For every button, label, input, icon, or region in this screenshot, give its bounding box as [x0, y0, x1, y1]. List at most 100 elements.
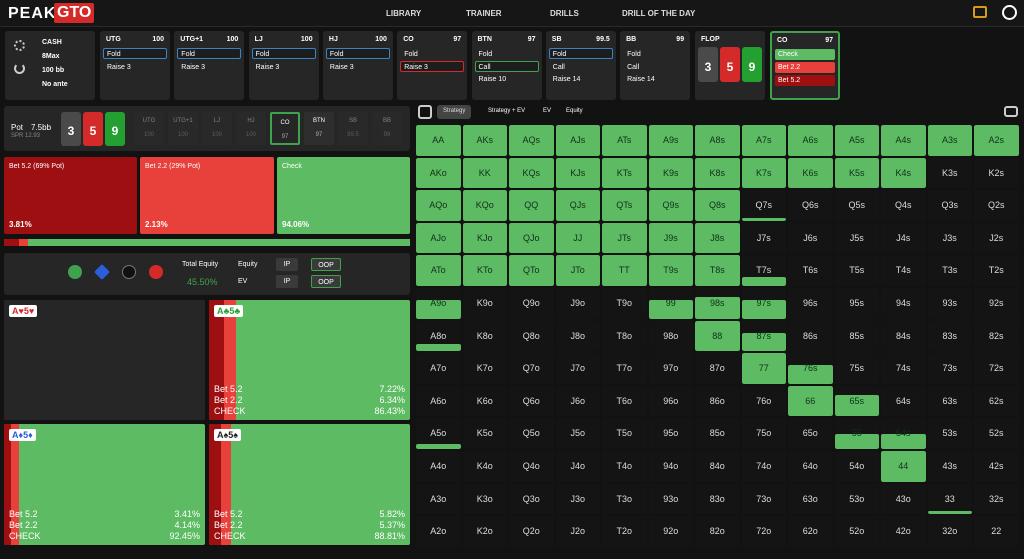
- hand-cell[interactable]: KJo: [462, 222, 507, 254]
- suit-filter[interactable]: [94, 264, 110, 280]
- hand-cell[interactable]: TT: [602, 255, 647, 286]
- hand-cell[interactable]: Q8o: [509, 320, 554, 352]
- hand-cell[interactable]: T6s: [788, 255, 833, 286]
- hand-cell[interactable]: 42s: [974, 451, 1019, 482]
- seat[interactable]: UTG+1 100: [168, 112, 198, 145]
- strategy-block[interactable]: Bet 5.2 (69% Pot) 3.81%: [4, 157, 137, 234]
- hand-cell[interactable]: QQ: [509, 190, 554, 221]
- seat[interactable]: CO 97: [270, 112, 300, 145]
- hand-cell[interactable]: AKs: [462, 125, 507, 156]
- hand-cell[interactable]: K2s: [974, 157, 1019, 189]
- hand-cell[interactable]: KQs: [509, 157, 554, 189]
- hand-cell[interactable]: A5o: [416, 418, 461, 449]
- hand-cell[interactable]: T4s: [881, 255, 926, 286]
- hand-cell[interactable]: 52o: [834, 516, 879, 547]
- hand-cell[interactable]: 32s: [974, 483, 1019, 515]
- position-box[interactable]: BTN 97 Fold Call Raise 10: [471, 31, 542, 100]
- hand-cell[interactable]: K5s: [834, 157, 879, 189]
- hand-cell[interactable]: QJo: [509, 222, 554, 254]
- hand-cell[interactable]: 88: [695, 320, 740, 352]
- hand-cell[interactable]: 73s: [927, 353, 972, 384]
- action-option[interactable]: Raise 3: [329, 63, 354, 71]
- hand-cell[interactable]: A7o: [416, 353, 461, 384]
- hand-cell[interactable]: 97o: [648, 353, 693, 384]
- action-option[interactable]: Fold: [478, 51, 493, 58]
- hand-cell[interactable]: 92o: [648, 516, 693, 547]
- hand-cell[interactable]: AQs: [509, 125, 554, 156]
- hand-cell[interactable]: JTs: [602, 222, 647, 254]
- action-option[interactable]: Fold: [627, 51, 641, 58]
- hand-cell[interactable]: J7o: [555, 353, 600, 384]
- hand-cell[interactable]: 44: [881, 451, 926, 482]
- profile-icon[interactable]: [1002, 5, 1017, 20]
- seat[interactable]: BB 99: [372, 112, 402, 145]
- position-box[interactable]: HJ 100 Fold Raise 3: [322, 31, 393, 100]
- position-box[interactable]: BB 99 Fold Call Raise 14: [620, 31, 691, 100]
- refresh-icon[interactable]: [14, 63, 25, 74]
- hand-cell[interactable]: K3o: [462, 483, 507, 515]
- hand-cell[interactable]: 52s: [974, 418, 1019, 449]
- seat[interactable]: BTN 97: [304, 112, 334, 145]
- nav-link[interactable]: DRILL OF THE DAY: [622, 9, 696, 18]
- hand-cell[interactable]: A9s: [648, 125, 693, 156]
- hand-cell[interactable]: 83o: [695, 483, 740, 515]
- hand-cell[interactable]: Q7o: [509, 353, 554, 384]
- position-box[interactable]: CO 97 Fold Raise 3: [397, 31, 468, 100]
- hand-cell[interactable]: 84s: [881, 320, 926, 352]
- hand-cell[interactable]: 98s: [695, 288, 740, 319]
- nav-link[interactable]: TRAINER: [466, 9, 502, 18]
- hand-cell[interactable]: J6o: [555, 385, 600, 417]
- hand-cell[interactable]: K7s: [741, 157, 786, 189]
- combo-panel[interactable]: A♥5♥: [4, 300, 205, 420]
- hand-cell[interactable]: 86s: [788, 320, 833, 352]
- hand-cell[interactable]: 64o: [788, 451, 833, 482]
- hand-cell[interactable]: K3s: [927, 157, 972, 189]
- hand-cell[interactable]: K9s: [648, 157, 693, 189]
- hand-cell[interactable]: 87o: [695, 353, 740, 384]
- hand-cell[interactable]: 96s: [788, 288, 833, 319]
- hand-cell[interactable]: 42o: [881, 516, 926, 547]
- hand-cell[interactable]: Q6s: [788, 190, 833, 221]
- hand-cell[interactable]: 96o: [648, 385, 693, 417]
- hand-cell[interactable]: A6s: [788, 125, 833, 156]
- hand-cell[interactable]: A3o: [416, 483, 461, 515]
- hand-cell[interactable]: 64s: [881, 385, 926, 417]
- hand-cell[interactable]: KTo: [462, 255, 507, 286]
- hand-cell[interactable]: 65s: [834, 385, 879, 417]
- hand-cell[interactable]: Q4o: [509, 451, 554, 482]
- hand-cell[interactable]: Q3o: [509, 483, 554, 515]
- nav-link[interactable]: DRILLS: [550, 9, 579, 18]
- hand-cell[interactable]: 93s: [927, 288, 972, 319]
- strategy-block[interactable]: Bet 2.2 (29% Pot) 2.13%: [140, 157, 274, 234]
- hand-cell[interactable]: T3s: [927, 255, 972, 286]
- toggle-option[interactable]: IP: [276, 258, 298, 271]
- hand-cell[interactable]: J5o: [555, 418, 600, 449]
- hand-cell[interactable]: A5s: [834, 125, 879, 156]
- tab[interactable]: EV: [543, 108, 552, 114]
- hand-cell[interactable]: A9o: [416, 288, 461, 319]
- action-option[interactable]: Fold: [177, 48, 242, 59]
- hand-cell[interactable]: J4o: [555, 451, 600, 482]
- hand-cell[interactable]: 92s: [974, 288, 1019, 319]
- hand-cell[interactable]: J7s: [741, 222, 786, 254]
- hand-cell[interactable]: 54o: [834, 451, 879, 482]
- hand-cell[interactable]: KTs: [602, 157, 647, 189]
- hand-cell[interactable]: 94s: [881, 288, 926, 319]
- seat[interactable]: UTG 100: [134, 112, 164, 145]
- tab[interactable]: Equity: [566, 108, 583, 114]
- hand-cell[interactable]: T5s: [834, 255, 879, 286]
- hand-cell[interactable]: T7s: [741, 255, 786, 286]
- action-option[interactable]: Fold: [251, 48, 316, 59]
- hand-cell[interactable]: Q5o: [509, 418, 554, 449]
- action-option[interactable]: Raise 3: [400, 60, 465, 72]
- toggle-option[interactable]: OOP: [311, 258, 341, 271]
- hand-cell[interactable]: T8s: [695, 255, 740, 286]
- hand-cell[interactable]: J3o: [555, 483, 600, 515]
- hand-cell[interactable]: KQo: [462, 190, 507, 221]
- hand-cell[interactable]: 75s: [834, 353, 879, 384]
- hand-cell[interactable]: 53s: [927, 418, 972, 449]
- toggle-option[interactable]: IP: [276, 275, 298, 288]
- seat[interactable]: HJ 100: [236, 112, 266, 145]
- hand-cell[interactable]: Q6o: [509, 385, 554, 417]
- hand-cell[interactable]: 82s: [974, 320, 1019, 352]
